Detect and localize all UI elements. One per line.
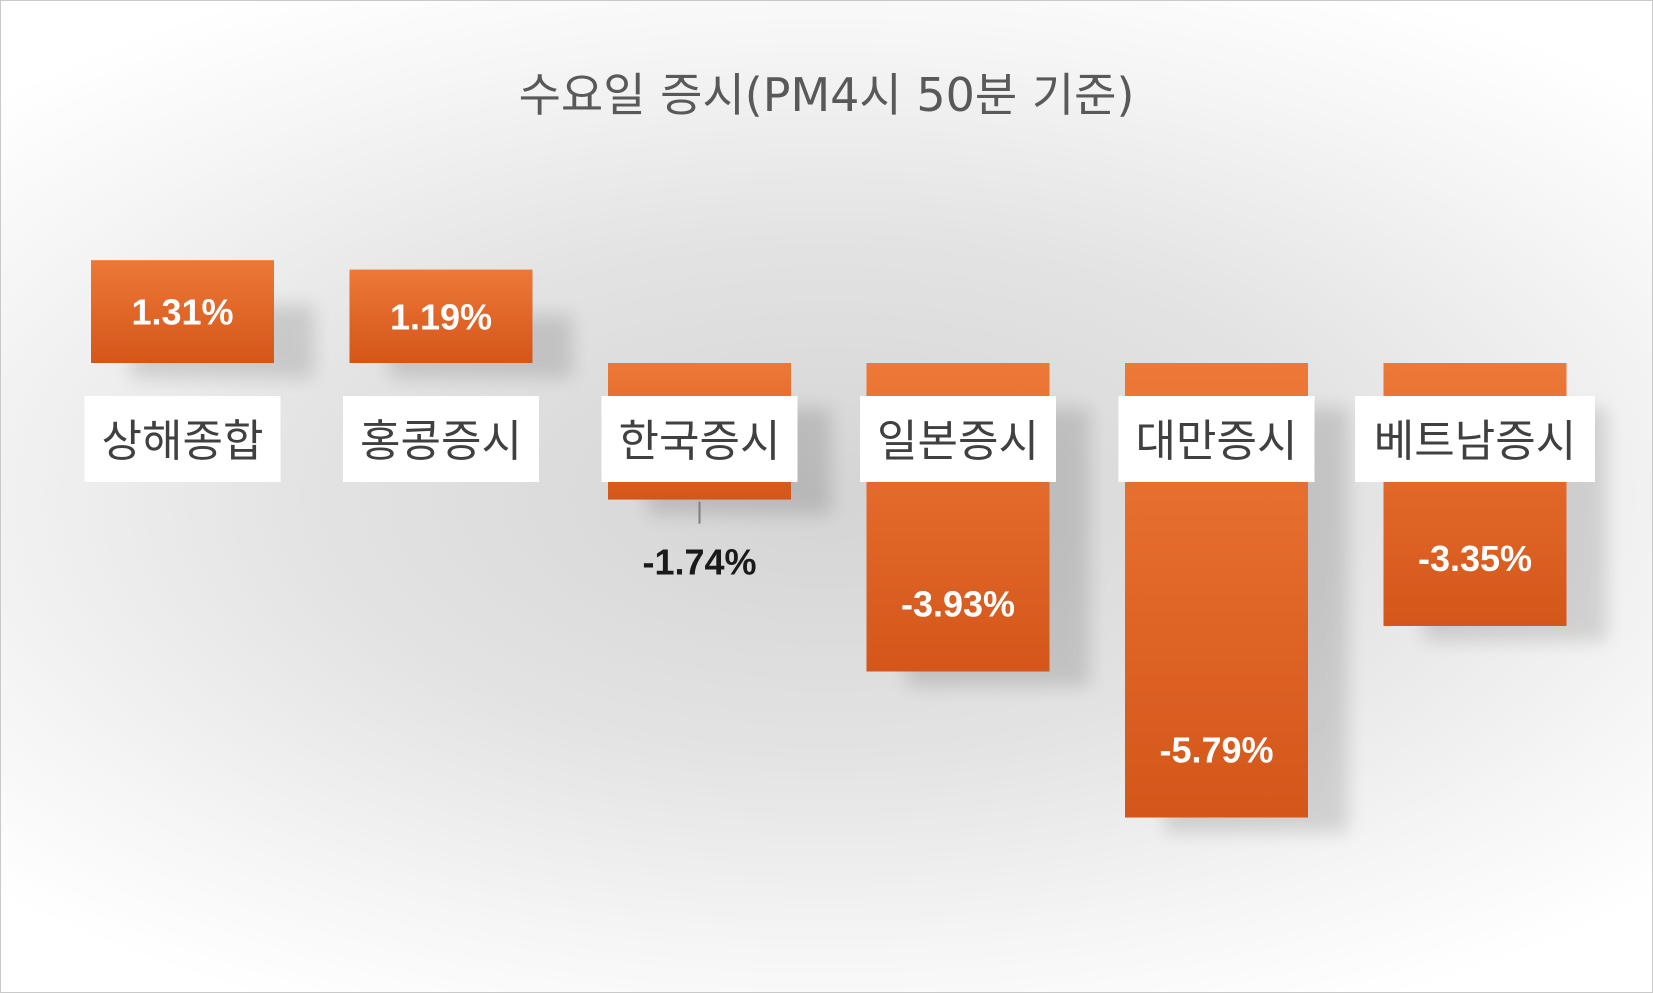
- data-label: -3.93%: [901, 584, 1015, 625]
- data-label: -1.74%: [642, 542, 756, 583]
- data-label: -5.79%: [1159, 730, 1273, 771]
- category-label-box: [1355, 396, 1595, 482]
- category-label: 상해종합: [102, 416, 264, 467]
- category-label: 대만증시: [1136, 416, 1298, 467]
- bar: [91, 260, 274, 363]
- category-label-box: [1118, 396, 1315, 482]
- data-label: -3.35%: [1418, 538, 1532, 579]
- bar: [349, 269, 533, 363]
- category-label-box: [860, 396, 1056, 482]
- chart-title: 수요일 증시(PM4시 50분 기준): [518, 68, 1135, 122]
- category-label: 베트남증시: [1374, 416, 1576, 467]
- data-label: 1.19%: [390, 296, 492, 337]
- category-label-box: [84, 396, 281, 482]
- category-label: 한국증시: [619, 416, 781, 467]
- category-label-box: [343, 396, 539, 482]
- category-label: 일본증시: [877, 416, 1039, 467]
- data-label: 1.31%: [131, 292, 233, 333]
- category-label: 홍콩증시: [360, 416, 522, 467]
- category-label-box: [601, 396, 798, 482]
